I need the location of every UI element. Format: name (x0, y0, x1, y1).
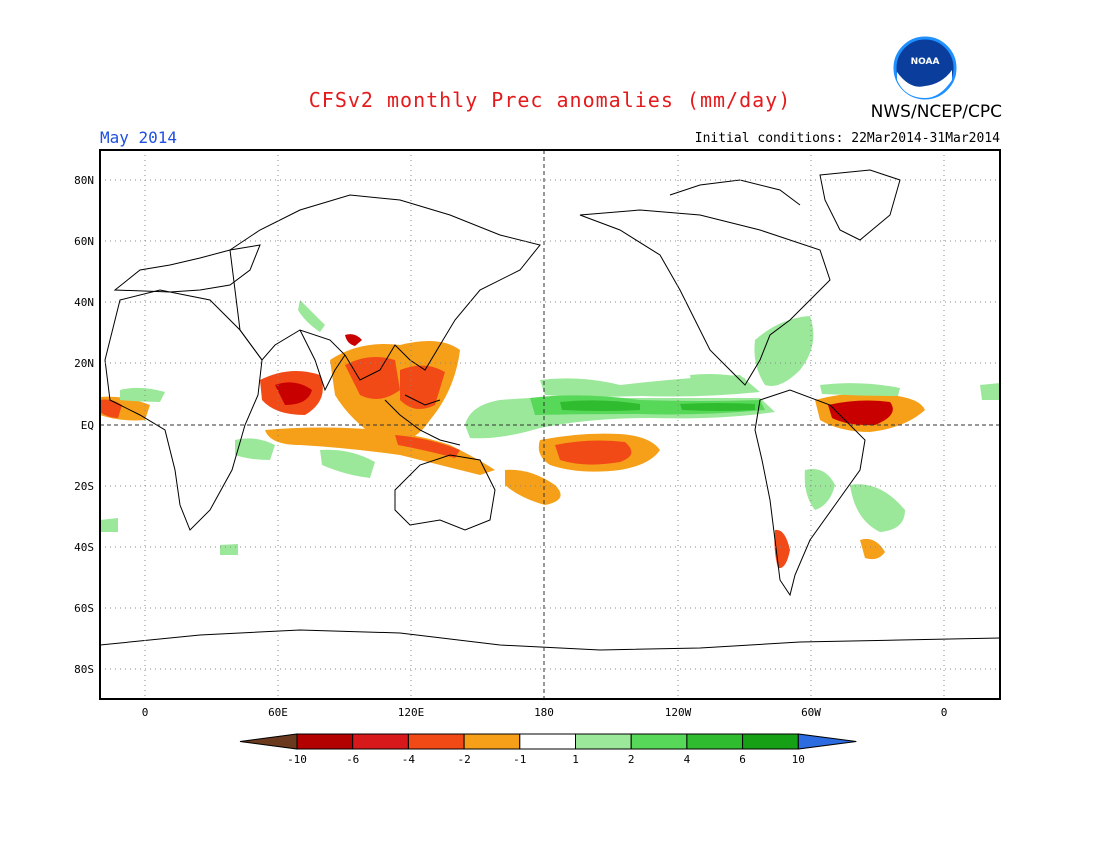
legend-swatch (742, 733, 799, 750)
lat-label: 40S (74, 541, 94, 554)
lat-label: 80S (74, 663, 94, 676)
lon-label: 0 (941, 706, 948, 719)
anomaly-region (820, 383, 900, 396)
latitude-labels: 80N 60N 40N 20N EQ 20S 40S 60S 80S (74, 174, 94, 676)
legend-tick-label: -6 (346, 753, 359, 766)
legend-swatch (575, 733, 632, 750)
forecast-month: May 2014 (100, 128, 178, 147)
anomaly-region (505, 469, 561, 505)
longitude-labels: 0 60E 120E 180 120W 60W 0 (142, 706, 948, 719)
legend-swatch (407, 733, 465, 750)
legend-tick-label: 6 (739, 753, 746, 766)
lon-label: 120W (665, 706, 692, 719)
initial-conditions: Initial conditions: 22Mar2014-31Mar2014 (694, 131, 1000, 146)
noaa-logo-text: NOAA (911, 57, 940, 67)
reference-lines (100, 150, 1000, 699)
anomaly-region (680, 403, 755, 411)
anomaly-region (560, 400, 640, 411)
color-legend: -10 -6 -4 -2 -1 1 2 4 6 10 (239, 733, 857, 766)
legend-tick-label: -1 (513, 753, 526, 766)
anomaly-region (265, 427, 495, 475)
anomaly-region (320, 449, 375, 478)
map-title: CFSv2 monthly Prec anomalies (mm/day) (308, 88, 792, 112)
anomaly-region (980, 383, 1000, 400)
anomaly-region (774, 529, 790, 569)
legend-arrow-high (797, 733, 857, 750)
agency-label: NWS/NCEP/CPC (870, 102, 1002, 122)
legend-tick-label: 2 (628, 753, 635, 766)
lon-label: 180 (534, 706, 554, 719)
anomaly-region (235, 438, 275, 460)
anomaly-region (345, 356, 400, 399)
noaa-logo: NOAA (893, 36, 957, 100)
map-frame (99, 149, 1001, 700)
legend-swatch (352, 733, 409, 750)
anomaly-region (298, 300, 325, 332)
anomaly-region (100, 399, 122, 418)
anomaly-region (850, 484, 905, 532)
anomaly-region (345, 334, 362, 346)
anomaly-region (220, 544, 238, 555)
lon-label: 120E (398, 706, 425, 719)
legend-swatch (296, 733, 354, 750)
legend-arrow-low (239, 733, 298, 750)
map-area (99, 149, 1001, 700)
lat-label: 40N (74, 296, 94, 309)
legend-swatch (686, 733, 744, 750)
anomaly-region (860, 538, 885, 560)
lat-label: 20S (74, 480, 94, 493)
anomaly-region (100, 518, 118, 532)
legend-tick-label: 4 (684, 753, 691, 766)
lat-lon-grid (100, 150, 1000, 699)
lon-label: 0 (142, 706, 149, 719)
anomaly-region (804, 469, 835, 510)
lat-label: 60S (74, 602, 94, 615)
legend-tick-label: 10 (792, 753, 805, 766)
legend-tick-label: -4 (402, 753, 416, 766)
lat-label: EQ (81, 419, 94, 432)
legend-tick-label: -10 (287, 753, 307, 766)
legend-tick-label: -2 (457, 753, 470, 766)
legend-swatch (463, 733, 521, 750)
anomaly-region (275, 382, 312, 405)
anomaly-region (754, 316, 814, 386)
anomaly-region (690, 374, 745, 393)
anomaly-shading (100, 300, 1000, 569)
lat-label: 20N (74, 357, 94, 370)
legend-tick-label: 1 (572, 753, 579, 766)
lat-label: 80N (74, 174, 94, 187)
lat-label: 60N (74, 235, 94, 248)
lon-label: 60E (268, 706, 288, 719)
anomaly-region (555, 440, 632, 465)
legend-swatch (630, 733, 688, 750)
anomaly-region (120, 387, 165, 402)
lon-label: 60W (801, 706, 821, 719)
legend-swatch (519, 733, 576, 750)
